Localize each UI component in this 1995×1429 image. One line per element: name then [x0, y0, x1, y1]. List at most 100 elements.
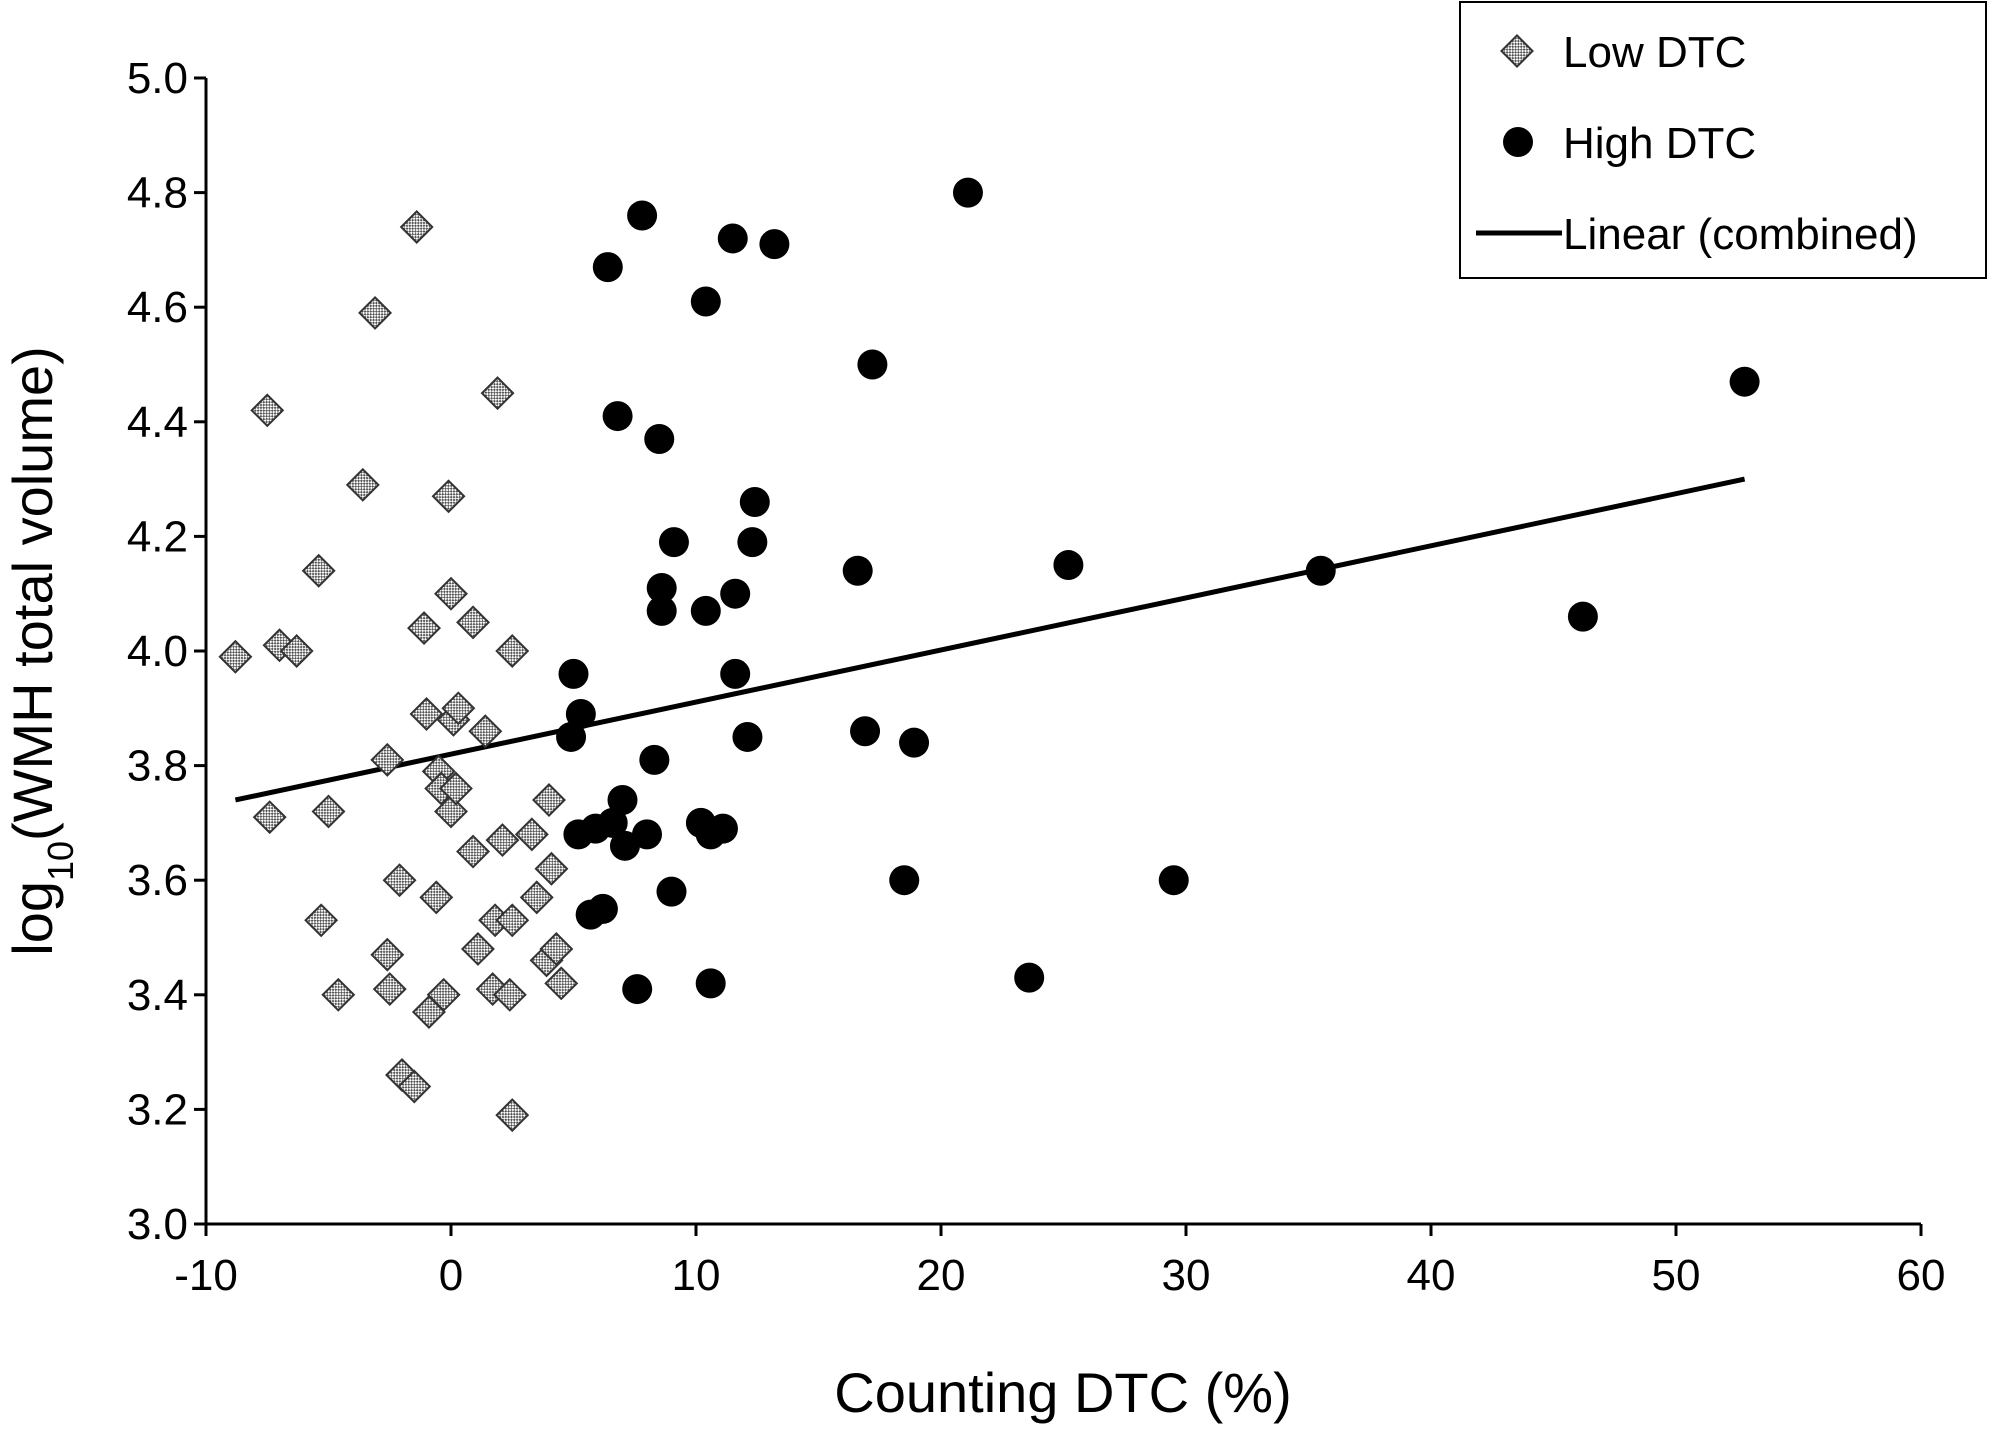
low-dtc-point — [372, 972, 407, 1007]
low-dtc-point — [539, 931, 574, 966]
low-dtc-point — [431, 479, 466, 514]
high-dtc-point — [644, 423, 675, 454]
high-dtc-point — [1053, 550, 1084, 581]
low-dtc-point — [407, 611, 442, 646]
high-dtc-point — [720, 578, 751, 609]
low-dtc-point — [304, 903, 339, 938]
high-dtc-point — [899, 727, 930, 758]
high-dtc-point — [690, 595, 721, 626]
x-tick-label: 60 — [1897, 1251, 1946, 1300]
low-dtc-point — [279, 634, 314, 668]
high-dtc-point — [609, 830, 640, 861]
low-dtc-point — [532, 783, 566, 817]
high-dtc-point — [565, 699, 596, 730]
high-dtc-point — [632, 819, 662, 850]
low-dtc-point — [460, 931, 495, 966]
high-dtc-point — [602, 401, 633, 432]
high-dtc-point — [889, 865, 920, 896]
y-tick-label: 3.0 — [127, 1200, 188, 1249]
high-dtc-point — [597, 807, 628, 838]
low-dtc-point — [382, 863, 417, 898]
high-dtc-point — [1305, 555, 1336, 586]
y-tick-label: 4.8 — [127, 169, 188, 218]
high-dtc-point — [759, 229, 790, 260]
high-dtc-point — [850, 716, 881, 747]
y-tick-label: 4.0 — [127, 627, 188, 676]
high-dtc-point — [952, 177, 983, 208]
high-dtc-point — [737, 527, 768, 558]
low-dtc-point — [468, 714, 503, 749]
low-dtc-point — [252, 800, 287, 835]
low-dtc-point — [456, 605, 491, 640]
high-dtc-point — [1014, 962, 1045, 993]
high-dtc-series — [556, 177, 1760, 1005]
low-dtc-point — [419, 880, 454, 915]
low-dtc-point — [434, 576, 468, 611]
x-tick-label: -10 — [174, 1251, 238, 1300]
x-tick-label: 30 — [1162, 1251, 1211, 1300]
high-dtc-point — [627, 200, 658, 231]
y-axis-title-prefix: log — [1, 881, 64, 956]
low-dtc-point — [358, 295, 393, 330]
low-dtc-point — [495, 903, 530, 938]
low-dtc-point — [544, 966, 579, 1001]
y-tick-label: 4.6 — [127, 283, 188, 332]
x-tick-label: 50 — [1652, 1251, 1701, 1300]
high-dtc-point — [646, 595, 677, 626]
low-dtc-point — [399, 210, 434, 244]
low-dtc-point — [345, 467, 380, 502]
x-tick-label: 20 — [917, 1251, 966, 1300]
y-axis-title: log10(WMH total volume) — [1, 346, 81, 956]
x-axis-title: Counting DTC (%) — [834, 1361, 1291, 1424]
x-tick-label: 0 — [439, 1251, 463, 1300]
y-tick-label: 3.2 — [127, 1085, 188, 1134]
low-dtc-point — [456, 834, 491, 869]
y-tick-label: 3.4 — [127, 971, 188, 1020]
low-dtc-point — [495, 1098, 530, 1133]
y-tick-label: 3.8 — [127, 742, 188, 791]
y-ticks: 3.0 3.2 3.4 3.6 3.8 4.0 4.2 4.4 4.6 4.8 5.0 — [127, 54, 206, 1249]
high-dtc-point — [646, 572, 677, 603]
high-dtc-point — [656, 876, 687, 907]
low-dtc-series — [218, 210, 579, 1133]
low-dtc-point — [534, 851, 569, 886]
high-dtc-point — [842, 555, 873, 586]
high-dtc-point — [695, 968, 726, 999]
low-dtc-point — [441, 691, 476, 726]
high-dtc-point — [739, 487, 770, 518]
low-dtc-point — [478, 903, 513, 938]
y-tick-label: 3.6 — [127, 856, 188, 905]
high-dtc-point — [639, 744, 670, 775]
low-dtc-point — [370, 742, 405, 777]
high-dtc-point — [1729, 366, 1760, 397]
low-dtc-point — [485, 823, 520, 858]
legend-high-dtc-marker — [1503, 127, 1533, 157]
trendline — [234, 476, 1746, 803]
low-dtc-point — [321, 977, 356, 1012]
y-tick-label: 4.4 — [127, 398, 188, 447]
low-dtc-point — [492, 977, 527, 1012]
high-dtc-point — [658, 527, 689, 558]
high-dtc-point — [690, 286, 721, 317]
legend: Low DTC High DTC Linear (combined) — [1459, 1, 1987, 279]
legend-low-dtc-label: Low DTC — [1563, 28, 1746, 77]
high-dtc-point — [587, 893, 618, 924]
low-dtc-point — [514, 817, 549, 852]
low-dtc-point — [519, 880, 554, 915]
low-dtc-point — [370, 937, 405, 972]
low-dtc-point — [438, 771, 473, 806]
high-dtc-point — [592, 252, 623, 283]
y-axis-title-subscript: 10 — [40, 841, 81, 881]
high-dtc-point — [717, 223, 748, 254]
high-dtc-point — [732, 721, 763, 752]
x-tick-label: 40 — [1407, 1251, 1456, 1300]
low-dtc-point — [218, 639, 253, 674]
high-dtc-point — [1567, 601, 1598, 632]
x-tick-label: 10 — [672, 1251, 721, 1300]
legend-high-dtc-label: High DTC — [1563, 119, 1756, 168]
trendline-group — [234, 476, 1746, 803]
x-ticks: -10 0 10 20 30 40 50 60 — [174, 1224, 1945, 1300]
high-dtc-point — [556, 721, 587, 752]
legend-trendline-label: Linear (combined) — [1563, 210, 1918, 259]
